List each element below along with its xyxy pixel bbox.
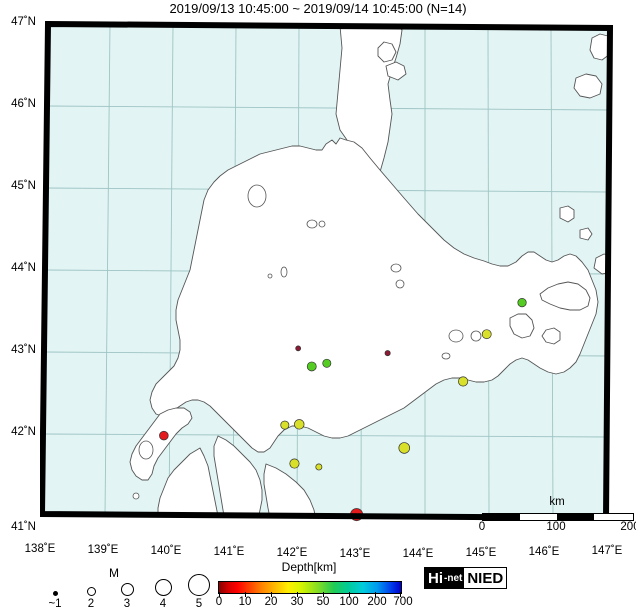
lon-label-147: 147˚E [591,545,623,557]
scale-bar-segment [557,514,594,520]
magnitude-legend-item: 3 [110,583,144,610]
earthquake-marker[interactable] [398,442,411,454]
lon-label-141: 141˚E [213,546,245,558]
lat-label-43: 43˚N [11,344,36,356]
landmass-kunashiri [509,281,591,345]
magnitude-dot-icon [52,591,58,596]
lat-label-42: 42˚N [11,426,36,438]
magnitude-legend: M ~1 2 3 4 5 [24,566,210,610]
magnitude-legend-item: 4 [146,579,180,610]
lon-label-139: 139˚E [87,544,119,556]
landmass-hokkaido [149,137,599,453]
depth-label-0: 0 [215,596,223,608]
magnitude-dot-icon [154,579,172,596]
earthquake-marker[interactable] [481,329,492,340]
scale-bar-label-0: 0 [478,521,486,533]
lon-label-138: 138˚E [24,543,56,555]
islets [132,184,482,500]
lat-label-46: 46˚N [11,98,36,110]
earthquake-marker[interactable] [458,376,469,387]
depth-tick [375,592,376,597]
lat-label-47: 47˚N [11,16,36,28]
hinet-nied-logo: Hi -net NIED [424,567,508,589]
magnitude-dot-icon [120,583,134,596]
earthquake-marker[interactable] [295,345,302,352]
depth-legend-title: Depth[km] [281,560,337,574]
magnitude-dot-icon [86,587,96,596]
depth-tick [297,592,298,597]
depth-tick [323,592,324,597]
depth-label-50: 50 [316,596,330,608]
magnitude-legend-label: 5 [195,598,203,610]
depth-label-10: 10 [238,596,252,608]
hinet-logo-text: Hi -net [425,568,465,588]
page-title: 2019/09/13 10:45:00 ~ 2019/09/14 10:45:0… [169,1,467,16]
depth-tick [245,592,246,597]
magnitude-legend-item: 5 [182,574,216,610]
earthquake-marker[interactable] [294,419,305,430]
scale-bar: km 0 100 200 [477,496,636,536]
lon-label-143: 143˚E [339,548,371,560]
scale-bar-label-200: 200 [620,521,636,533]
lon-label-146: 146˚E [528,546,560,558]
lon-label-140: 140˚E [150,545,182,557]
magnitude-legend-item: 2 [74,587,108,610]
magnitude-legend-item: ~1 [38,591,72,610]
depth-label-200: 200 [367,596,387,608]
landmass-sakhalin [335,25,407,179]
magnitude-legend-label: 2 [87,598,95,610]
landmass-kurils [559,33,610,275]
map-plot-area[interactable]: km 0 100 200 [40,18,636,533]
magnitude-legend-label: 3 [123,598,131,610]
lon-label-142: 142˚E [276,547,308,559]
lat-label-44: 44˚N [11,262,36,274]
magnitude-legend-title: M [109,566,119,580]
scale-bar-unit: km [549,496,565,508]
depth-legend: Depth[km] 0 10 20 30 50 100 200 700 [206,560,413,610]
landmass-honshu [157,435,317,518]
earthquake-marker[interactable] [517,298,527,308]
earthquake-marker[interactable] [280,420,290,430]
earthquake-marker[interactable] [315,463,323,471]
depth-colorbar [218,581,402,594]
hinet-logo-primary: Hi [428,569,443,587]
lat-label-45: 45˚N [11,180,36,192]
scale-bar-segment [483,514,520,520]
map-svg [40,20,614,522]
nied-logo-text: NIED [464,568,507,588]
scale-bar-track [482,513,634,521]
depth-label-20: 20 [264,596,278,608]
depth-tick [219,592,220,597]
earthquake-marker[interactable] [384,350,391,357]
magnitude-dot-icon [188,574,210,596]
lon-label-145: 145˚E [465,547,497,559]
earthquake-marker[interactable] [306,361,317,372]
earthquake-marker[interactable] [322,358,332,368]
lat-label-41: 41˚N [11,521,36,533]
landmass-oshima [129,407,193,481]
magnitude-legend-label: ~1 [48,598,62,610]
depth-label-30: 30 [290,596,304,608]
depth-label-100: 100 [339,596,359,608]
depth-label-700: 700 [393,596,413,608]
scale-bar-label-100: 100 [546,521,566,533]
earthquake-marker[interactable] [159,430,169,441]
depth-tick [400,592,401,597]
depth-tick [271,592,272,597]
lon-label-144: 144˚E [402,548,434,560]
depth-tick [349,592,350,597]
earthquake-marker[interactable] [289,458,300,469]
hinet-logo-suffix: -net [444,572,463,584]
magnitude-legend-label: 4 [159,598,167,610]
